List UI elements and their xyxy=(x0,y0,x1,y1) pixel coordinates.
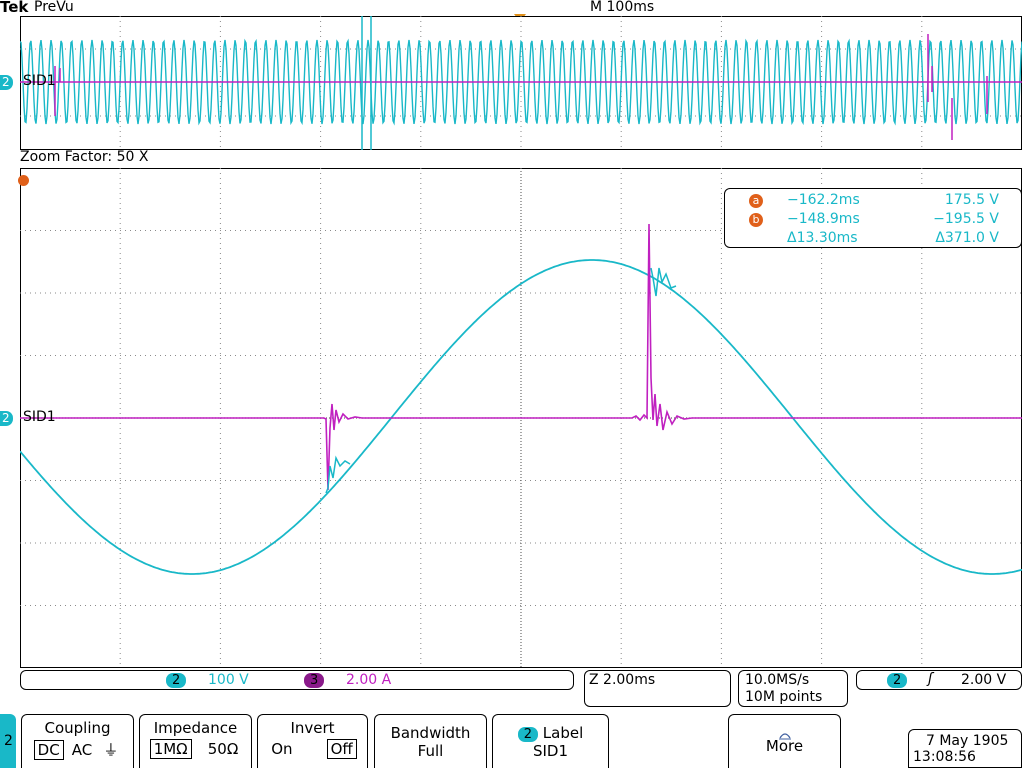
cursor-a-value: 175.5 V xyxy=(944,192,999,208)
acquisition-mode: PreVu xyxy=(34,0,74,15)
invert-button[interactable]: Invert On Off xyxy=(257,714,368,768)
impedance-title: Impedance xyxy=(153,719,238,737)
ch2-scale: 100 V xyxy=(208,672,249,688)
overview-ch2-trace xyxy=(20,38,1022,126)
invert-on-option[interactable]: On xyxy=(271,740,293,758)
date: 7 May 1905 xyxy=(926,733,1009,749)
channel-scale-readout[interactable]: 2 100 V 3 2.00 A xyxy=(20,670,574,690)
more-button[interactable]: More xyxy=(728,714,841,768)
ch2-badge: 2 xyxy=(166,673,187,688)
ch3-current-trace xyxy=(20,223,1022,491)
acquisition-readout[interactable]: 10.0MS/s 10M points xyxy=(738,670,848,707)
impedance-button[interactable]: Impedance 1MΩ 50Ω xyxy=(139,714,252,768)
bandwidth-title: Bandwidth xyxy=(390,724,471,742)
cursor-b-icon: b xyxy=(749,213,763,227)
zoom-timebase: Z 2.00ms xyxy=(589,672,656,688)
ch2-ground-marker-num: 2 xyxy=(2,411,10,425)
brand-logo: Tek xyxy=(0,0,29,16)
coupling-ac-option[interactable]: AC xyxy=(71,741,93,759)
trigger-source-badge: 2 xyxy=(887,673,908,688)
cursor-a-icon: a xyxy=(749,194,763,208)
bandwidth-button[interactable]: Bandwidth Full xyxy=(374,714,487,768)
cursor-a-time: −162.2ms xyxy=(787,192,860,208)
main-timebase: M 100ms xyxy=(590,0,655,15)
ch2-ground-marker[interactable] xyxy=(0,411,13,426)
time: 13:08:56 xyxy=(913,749,976,765)
zoom-timebase-readout[interactable]: Z 2.00ms xyxy=(584,670,731,707)
channel-menu-num: 2 xyxy=(4,733,13,749)
bandwidth-value: Full xyxy=(417,742,444,760)
label-title: Label xyxy=(542,724,584,742)
overview-ch2-label: SID1 xyxy=(23,73,56,89)
more-icon xyxy=(729,725,840,740)
ch3-scale: 2.00 A xyxy=(346,672,392,688)
zoomed-waveform-panel[interactable] xyxy=(20,168,1022,668)
ch2-voltage-trace xyxy=(20,259,1022,575)
trigger-readout[interactable]: 2 ʃ 2.00 V xyxy=(856,670,1022,690)
overview-ch3-spikes xyxy=(54,34,988,140)
channel-menu-tab[interactable]: 2 xyxy=(0,714,16,768)
sample-rate: 10.0MS/s xyxy=(745,672,810,688)
zoom-window-marker[interactable] xyxy=(361,16,372,150)
cursor-readout: a b −162.2ms −148.9ms Δ13.30ms 175.5 V −… xyxy=(724,188,1022,248)
impedance-1m-option[interactable]: 1MΩ xyxy=(149,739,192,759)
invert-title: Invert xyxy=(290,719,335,737)
coupling-title: Coupling xyxy=(44,719,111,737)
trigger-level: 2.00 V xyxy=(961,672,1007,688)
overview-ch2-marker xyxy=(0,75,13,90)
cursor-delta-value: Δ371.0 V xyxy=(935,230,999,246)
overview-waveform-panel[interactable] xyxy=(20,16,1022,150)
ch2-ringing xyxy=(325,267,677,494)
ch2-trace-label: SID1 xyxy=(23,409,56,425)
cursor-b-value: −195.5 V xyxy=(933,211,999,227)
label-channel-badge: 2 xyxy=(517,727,539,742)
cursor-b-time: −148.9ms xyxy=(787,211,860,227)
zoom-factor-label: Zoom Factor: 50 X xyxy=(20,149,149,165)
ch3-badge: 3 xyxy=(304,673,325,688)
impedance-50-option[interactable]: 50Ω xyxy=(207,740,239,758)
more-label: More xyxy=(765,737,804,755)
label-button[interactable]: 2 Label SID1 xyxy=(492,714,609,768)
cursor-ref-icon xyxy=(18,175,29,186)
coupling-gnd-icon[interactable]: ⏚ xyxy=(103,741,119,759)
cursor-delta-time: Δ13.30ms xyxy=(787,230,858,246)
invert-off-option[interactable]: Off xyxy=(326,739,357,759)
trigger-slope-icon: ʃ xyxy=(928,671,933,687)
coupling-dc-option[interactable]: DC xyxy=(33,740,64,760)
record-length: 10M points xyxy=(745,689,823,705)
coupling-button[interactable]: Coupling DC AC ⏚ xyxy=(21,714,134,768)
overview-ch2-marker-num: 2 xyxy=(2,75,10,89)
date-time-display: 7 May 1905 13:08:56 xyxy=(908,729,1022,768)
label-value: SID1 xyxy=(532,742,569,760)
